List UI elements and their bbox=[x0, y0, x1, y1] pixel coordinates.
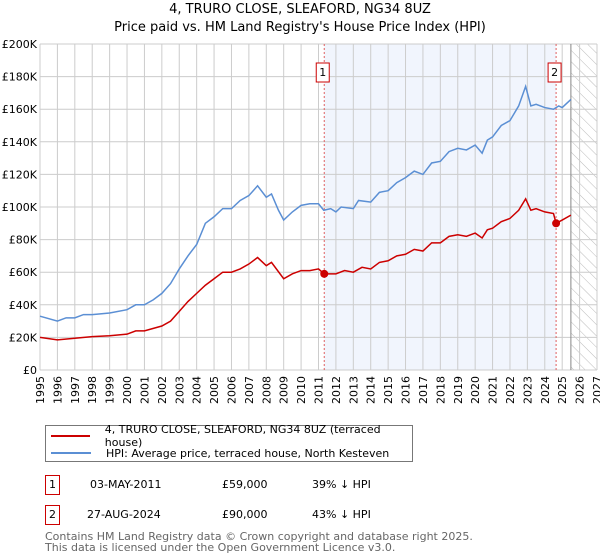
sale-badge: 1 bbox=[45, 475, 60, 495]
x-tick-label: 1999 bbox=[104, 376, 117, 404]
x-tick-label: 2022 bbox=[504, 376, 517, 404]
x-tick-label: 2027 bbox=[591, 376, 600, 404]
sale-price: £59,000 bbox=[222, 478, 268, 491]
series-line bbox=[39, 83, 572, 322]
x-tick-label: 2002 bbox=[156, 376, 169, 404]
x-tick-label: 1998 bbox=[86, 376, 99, 404]
x-tick-label: 2011 bbox=[313, 376, 326, 404]
legend: 4, TRURO CLOSE, SLEAFORD, NG34 8UZ (terr… bbox=[45, 423, 413, 462]
x-tick-label: 2006 bbox=[225, 376, 238, 404]
sale-point bbox=[320, 269, 329, 278]
x-tick-label: 2010 bbox=[295, 376, 308, 404]
sale-delta: 39% ↓ HPI bbox=[312, 478, 371, 491]
legend-label: HPI: Average price, terraced house, Nort… bbox=[106, 446, 390, 460]
x-tick-label: 2003 bbox=[173, 376, 186, 404]
x-tick-label: 2018 bbox=[434, 376, 447, 404]
sale-badge-box bbox=[315, 62, 330, 83]
legend-swatch bbox=[51, 452, 91, 454]
sale-badge-label: 2 bbox=[551, 66, 558, 79]
x-tick-label: 2013 bbox=[347, 376, 360, 404]
x-tick-label: 2004 bbox=[191, 376, 204, 404]
y-tick-label: £160K bbox=[2, 103, 38, 116]
x-tick-label: 2000 bbox=[121, 376, 134, 404]
sale-point bbox=[552, 219, 561, 228]
x-tick-label: 2016 bbox=[400, 376, 413, 404]
legend-label: 4, TRURO CLOSE, SLEAFORD, NG34 8UZ (terr… bbox=[104, 423, 381, 449]
chart-title: 4, TRURO CLOSE, SLEAFORD, NG34 8UZ bbox=[169, 2, 431, 17]
y-tick-label: £140K bbox=[2, 136, 38, 149]
y-tick-label: £100K bbox=[2, 201, 38, 214]
x-tick-label: 2021 bbox=[487, 376, 500, 404]
legend-item-property: 4, TRURO CLOSE, SLEAFORD, NG34 8UZ (terr… bbox=[46, 423, 412, 449]
price-chart: 1995 1996 1997 1998 1999 2000 2001 2002 2003 2004… bbox=[2, 38, 600, 404]
y-tick-label: £180K bbox=[2, 71, 38, 84]
sale-badge: 2 bbox=[45, 505, 60, 525]
sale-date: 27-AUG-2024 bbox=[87, 508, 161, 521]
x-tick-label: 2012 bbox=[330, 376, 343, 404]
x-tick-label: 2007 bbox=[243, 376, 256, 404]
x-tick-label: 2005 bbox=[208, 376, 221, 404]
sale-badge-box bbox=[547, 62, 562, 83]
sale-badge-label: 1 bbox=[319, 66, 326, 79]
sale-price: £90,000 bbox=[222, 508, 268, 521]
y-tick-label: £80K bbox=[9, 234, 38, 247]
y-tick-label: £200K bbox=[2, 38, 38, 51]
x-tick-label: 2026 bbox=[574, 376, 587, 404]
series-line bbox=[39, 197, 572, 341]
x-tick-label: 2015 bbox=[382, 376, 395, 404]
legend-item-hpi: HPI: Average price, terraced house, Nort… bbox=[46, 445, 389, 461]
x-tick-label: 2025 bbox=[556, 376, 569, 404]
y-tick-label: £120K bbox=[2, 168, 38, 181]
x-tick-label: 1997 bbox=[69, 376, 82, 404]
sale-date: 03-MAY-2011 bbox=[90, 478, 162, 491]
x-tick-label: 1996 bbox=[51, 376, 64, 404]
sale-delta: 43% ↓ HPI bbox=[312, 508, 371, 521]
footer-copyright: Contains HM Land Registry data © Crown c… bbox=[45, 530, 473, 543]
x-tick-label: 2009 bbox=[278, 376, 291, 404]
y-tick-label: £20K bbox=[9, 331, 38, 344]
x-tick-label: 2001 bbox=[138, 376, 151, 404]
x-tick-label: 1995 bbox=[34, 376, 47, 404]
y-tick-label: £60K bbox=[9, 266, 38, 279]
legend-swatch bbox=[51, 435, 90, 437]
x-tick-label: 2023 bbox=[521, 376, 534, 404]
footer-licence: This data is licensed under the Open Gov… bbox=[45, 541, 396, 554]
x-tick-label: 2020 bbox=[469, 376, 482, 404]
chart-subtitle: Price paid vs. HM Land Registry's House … bbox=[114, 20, 486, 35]
x-tick-label: 2024 bbox=[539, 376, 552, 404]
x-tick-label: 2017 bbox=[417, 376, 430, 404]
y-tick-label: £40K bbox=[9, 299, 38, 312]
x-tick-label: 2019 bbox=[452, 376, 465, 404]
x-tick-label: 2008 bbox=[260, 376, 273, 404]
y-tick-label: £0 bbox=[23, 364, 37, 377]
x-tick-label: 2014 bbox=[365, 376, 378, 404]
